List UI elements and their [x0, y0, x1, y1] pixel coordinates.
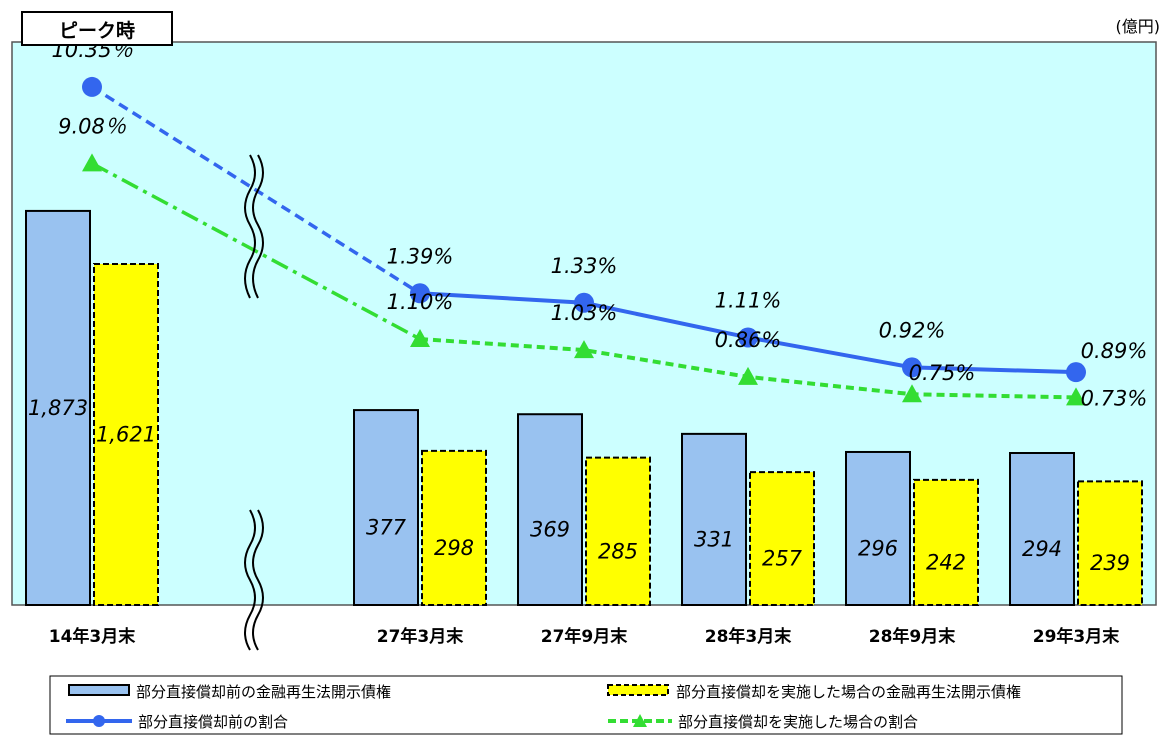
line-point-1-0 [82, 153, 102, 172]
line-value-label: 0.86% [715, 328, 782, 352]
line-point-0-2 [574, 292, 594, 313]
line-segment-break-0 [91, 85, 421, 295]
line-value-label: 0.73% [1081, 386, 1148, 410]
line-point-0-3 [738, 327, 758, 348]
bar-value-label: 242 [926, 550, 966, 574]
bar-value-label: 257 [762, 547, 803, 571]
bar-value-label: 296 [858, 536, 898, 560]
category-tick-label: 14年3月末 [49, 626, 136, 647]
bar-after-1 [421, 449, 487, 606]
bar-before-1 [353, 409, 419, 606]
axis-break-top [244, 154, 264, 299]
legend-swatch-bar-before [68, 684, 130, 696]
line-value-label: 9.08％ [58, 114, 127, 138]
bar-value-label: 377 [366, 516, 407, 540]
peak-label: ピーク時 [21, 11, 173, 46]
category-tick-label: 28年3月末 [705, 626, 792, 647]
bar-after-4 [913, 478, 979, 606]
bar-layer [25, 209, 1143, 607]
bar-before-5 [1009, 452, 1075, 607]
legend-label-line-after: 部分直接償却を実施した場合の割合 [678, 713, 918, 731]
bar-after-2 [585, 456, 651, 606]
line-layer [82, 76, 1086, 406]
category-tick-label: 27年3月末 [377, 626, 464, 647]
bar-value-label: 369 [530, 518, 570, 542]
line-point-0-5 [1066, 362, 1086, 383]
bar-value-label: 239 [1090, 551, 1130, 575]
legend-marker-line-before [93, 715, 105, 727]
bar-value-label: 331 [694, 527, 734, 551]
legend-swatch-bar-after [607, 684, 669, 696]
bar-before-3 [681, 432, 747, 606]
category-tick-label: 28年9月末 [869, 626, 956, 647]
line-value-label: 0.75% [909, 361, 976, 385]
category-tick-label: 29年3月末 [1033, 626, 1120, 647]
line-point-1-2 [574, 340, 594, 359]
legend-label-bar-after: 部分直接償却を実施した場合の金融再生法開示債権 [676, 683, 1021, 701]
bar-value-label: 285 [598, 539, 638, 563]
bar-value-label: 1,621 [96, 422, 156, 446]
line-point-1-5 [1066, 387, 1086, 406]
line-value-label: 0.89% [1081, 339, 1148, 363]
bar-after-3 [749, 471, 815, 607]
legend-label-line-before: 部分直接償却前の割合 [138, 713, 288, 731]
bar-before-4 [845, 450, 911, 606]
bar-value-label: 1,873 [28, 396, 88, 420]
category-tick-label: 27年9月末 [541, 626, 628, 647]
line-value-label: 0.92% [879, 318, 946, 342]
bar-value-label: 294 [1022, 537, 1062, 561]
label-layer: 1,873 377 369 331 296 294 1,621 298 285 257 242 239… [28, 38, 1147, 575]
line-value-label: 1.10% [387, 290, 454, 314]
line-point-1-1 [410, 329, 430, 348]
line-value-label: 1.33% [551, 254, 618, 278]
peak-label-text: ピーク時 [59, 20, 135, 42]
line-point-0-4 [902, 357, 922, 378]
legend: 部分直接償却前の金融再生法開示債権 部分直接償却を実施した場合の金融再生法開示債… [49, 675, 1123, 735]
bar-after-0 [93, 262, 159, 606]
line-value-label: 1.39% [387, 244, 454, 268]
bar-before-2 [517, 413, 583, 606]
legend-label-bar-before: 部分直接償却前の金融再生法開示債権 [136, 683, 391, 701]
line-value-label: 1.03% [551, 301, 618, 325]
unit-label: (億円) [1116, 17, 1161, 36]
line-point-0-1 [410, 283, 430, 304]
line-value-label: 1.11% [715, 288, 782, 312]
bar-after-5 [1077, 480, 1143, 607]
axis-break-bottom [244, 509, 264, 651]
line-point-1-4 [902, 384, 922, 403]
category-axis: 14年3月末 27年3月末 27年9月末 28年3月末 28年9月末 29年3月末 [49, 626, 1120, 647]
bar-value-label: 298 [434, 536, 474, 560]
line-point-1-3 [738, 366, 758, 385]
line-segment-break-1 [91, 161, 421, 341]
legend-marker-line-after [633, 714, 647, 727]
line-point-0-0 [82, 76, 102, 97]
bar-before-0 [25, 209, 91, 606]
